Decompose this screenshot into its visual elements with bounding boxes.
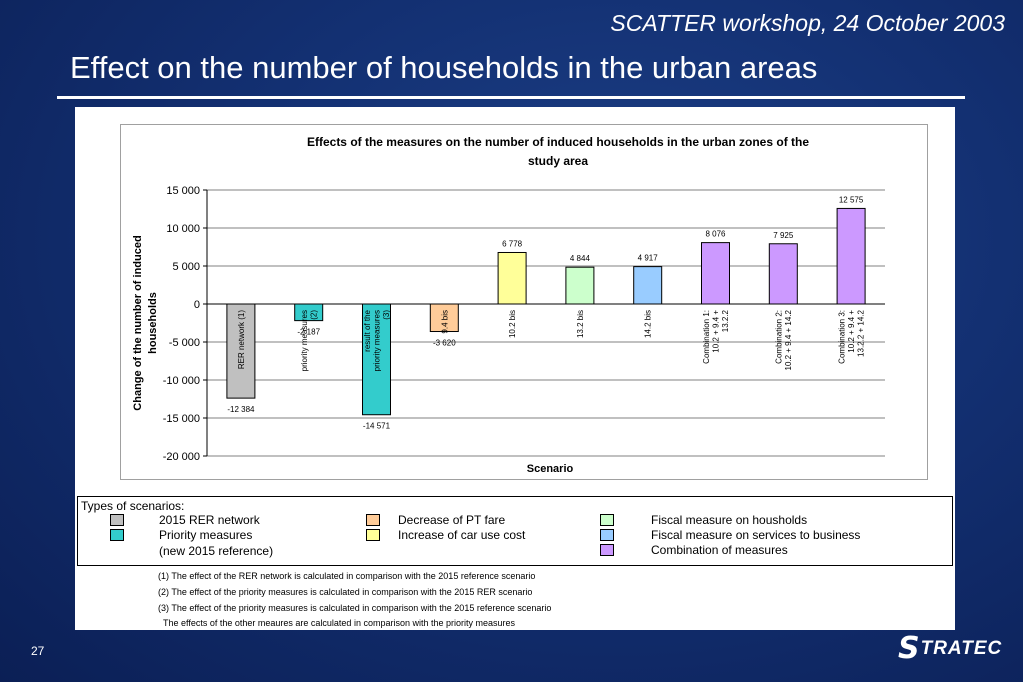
legend-item-business: Fiscal measure on services to business	[651, 528, 861, 542]
bar-value-label: 7 925	[773, 231, 794, 240]
legend-swatch-rer	[110, 514, 124, 526]
category-label: priority measures	[373, 310, 382, 371]
category-label: result of the	[363, 309, 372, 351]
bar-value-label: 12 575	[839, 195, 864, 204]
legend-swatch-households	[600, 514, 614, 526]
bar-value-label: -14 571	[363, 422, 391, 431]
category-label: 14.2 bis	[644, 310, 653, 338]
bar-value-label: -12 384	[227, 405, 255, 414]
footnote-1: (1) The effect of the RER network is cal…	[158, 571, 536, 581]
logo-text: TRATEC	[920, 638, 1003, 659]
y-tick-label: -15 000	[163, 413, 200, 425]
y-axis-label-line2: households	[147, 292, 159, 354]
category-label: 10.2 bis	[508, 310, 517, 338]
y-axis-label-line1: Change of the number of induced	[132, 235, 144, 410]
footnote-4: The effects of the other meaures are cal…	[163, 618, 516, 628]
y-tick-label: 0	[194, 299, 200, 311]
category-label: priority measures	[300, 310, 309, 371]
legend-item-car-cost: Increase of car use cost	[398, 528, 526, 542]
legend-swatch-car-cost	[366, 529, 380, 541]
legend-swatch-pt-fare	[366, 514, 380, 526]
event-caption: SCATTER workshop, 24 October 2003	[610, 10, 1005, 36]
chart-title-line2: study area	[528, 154, 588, 168]
bar	[633, 266, 663, 305]
legend-item-combination: Combination of measures	[651, 543, 788, 557]
y-tick-label: -5 000	[169, 337, 200, 349]
category-label: 10.2 + 9.4 +	[712, 310, 721, 353]
legend-item-priority-note: (new 2015 reference)	[159, 544, 274, 558]
bar-value-label: 4 917	[638, 254, 659, 263]
y-tick-label: 5 000	[172, 261, 200, 273]
bar-value-label: 6 778	[502, 239, 523, 248]
bar	[429, 303, 459, 333]
bar	[768, 243, 798, 305]
bar-value-label: -3 620	[433, 339, 456, 348]
legend-item-rer: 2015 RER network	[159, 513, 260, 527]
bar	[565, 266, 595, 305]
y-tick-label: 10 000	[166, 223, 200, 235]
category-label: (3)	[382, 310, 391, 320]
legend-swatch-business	[600, 529, 614, 541]
footnote-3: (3) The effect of the priority measures …	[158, 603, 552, 613]
category-label: 10.2 + 9.4 + 14.2	[784, 309, 793, 370]
category-label: Combination 1:	[702, 310, 711, 364]
chart-title-line1: Effects of the measures on the number of…	[307, 135, 809, 149]
legend-item-households: Fiscal measure on housholds	[651, 513, 808, 527]
bar	[836, 207, 866, 305]
category-label: 13.2.2	[721, 309, 730, 332]
category-label: (2)	[309, 310, 318, 320]
scenario-legend: Types of scenarios: 2015 RER network Pri…	[77, 496, 953, 566]
page-number: 27	[31, 644, 45, 658]
footnote-2: (2) The effect of the priority measures …	[158, 587, 533, 597]
bar	[226, 303, 256, 399]
category-label: 13.2.2 + 14.2	[857, 309, 866, 356]
legend-item-pt-fare: Decrease of PT fare	[398, 513, 506, 527]
category-label: Combination 3:	[838, 310, 847, 364]
bar-value-label: -2 187	[297, 328, 320, 337]
category-label: RER network (1)	[237, 310, 246, 369]
title-divider	[57, 96, 965, 99]
category-label: 9.4 bis	[440, 310, 449, 334]
slide-title: Effect on the number of households in th…	[70, 50, 818, 85]
bar	[497, 251, 527, 305]
category-label: 13.2 bis	[576, 310, 585, 338]
y-tick-label: -20 000	[163, 451, 200, 463]
bar-value-label: 8 076	[705, 230, 726, 239]
y-tick-label: 15 000	[166, 185, 200, 197]
legend-heading: Types of scenarios:	[81, 499, 185, 513]
bar	[362, 303, 391, 416]
stratec-logo: S TRATEC	[898, 634, 1002, 664]
bar	[701, 242, 730, 305]
legend-swatch-combination	[600, 544, 614, 556]
bar-value-label: 4 844	[570, 254, 591, 263]
x-axis-label: Scenario	[527, 463, 574, 475]
logo-mark: S	[898, 631, 920, 666]
category-label: 10.2 + 9.4 +	[847, 310, 856, 353]
legend-swatch-priority	[110, 529, 124, 541]
chart-frame	[120, 124, 928, 480]
category-label: Combination 2:	[775, 310, 784, 364]
legend-item-priority: Priority measures	[159, 528, 253, 542]
y-tick-label: -10 000	[163, 375, 200, 387]
